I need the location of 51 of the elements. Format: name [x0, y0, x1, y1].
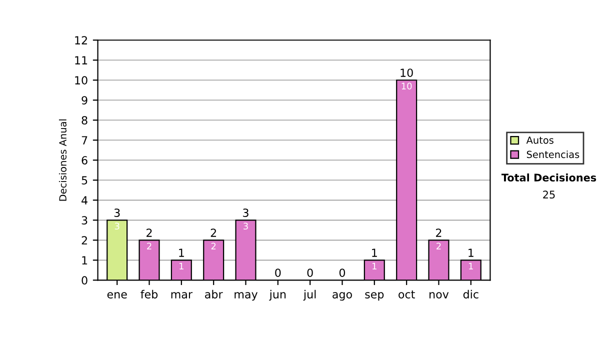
- x-tick-label: may: [234, 292, 258, 301]
- y-tick-label: 5: [82, 176, 88, 185]
- x-tick-label: sep: [365, 292, 384, 301]
- y-tick-label: 2: [82, 236, 87, 244]
- y-tick-label: 7: [82, 136, 88, 144]
- total-label: 2: [436, 228, 442, 237]
- x-tick-label: feb: [140, 290, 158, 298]
- x-tick-label: abr: [205, 290, 223, 298]
- data-label: 1: [469, 262, 473, 270]
- total-label: 1: [179, 248, 184, 257]
- total-label: 3: [114, 208, 120, 217]
- legend-label: Sentencias: [526, 150, 580, 158]
- y-tick-label: 4: [82, 196, 88, 204]
- legend-label: Autos: [526, 136, 554, 144]
- total-label: 0: [275, 268, 281, 278]
- y-tick-label: 3: [82, 216, 88, 225]
- data-label: 2: [211, 242, 216, 250]
- data-label: 2: [436, 242, 441, 250]
- y-tick-label: 10: [75, 76, 88, 85]
- data-label: 2: [147, 242, 152, 250]
- x-tick-label: oct: [398, 290, 415, 298]
- y-tick-label: 0: [82, 276, 88, 285]
- y-axis-title: Decisiones Anual: [58, 119, 66, 201]
- x-tick-label: dic: [463, 290, 478, 298]
- total-label: 2: [210, 228, 216, 237]
- y-tick-label: 9: [82, 96, 88, 105]
- y-tick-label: 1: [82, 256, 88, 264]
- x-tick-label: nov: [430, 292, 449, 298]
- total-label: 1: [372, 248, 377, 257]
- total-label: 2: [146, 228, 152, 237]
- data-label: 1: [372, 262, 376, 270]
- text: 25: [543, 190, 555, 199]
- total-label: 10: [400, 68, 413, 77]
- data-label: 10: [402, 82, 412, 90]
- x-tick-label: jun: [269, 290, 286, 301]
- x-tick-label: ago: [332, 292, 352, 301]
- text: Total Decisiones: [501, 173, 596, 182]
- y-tick-label: 6: [82, 156, 88, 165]
- y-tick-label: 8: [82, 116, 88, 125]
- data-label: 3: [114, 222, 120, 230]
- data-label: 1: [180, 262, 184, 270]
- y-tick-label: 11: [75, 56, 88, 64]
- total-label: 3: [243, 208, 248, 217]
- x-tick-label: jul: [303, 290, 316, 301]
- total-label: 1: [468, 248, 474, 257]
- total-label: 0: [307, 268, 313, 278]
- data-label: 3: [244, 222, 248, 230]
- x-tick-label: mar: [171, 292, 193, 298]
- total-label: 0: [339, 268, 346, 278]
- y-tick-label: 12: [75, 36, 87, 44]
- x-tick-label: ene: [107, 292, 127, 298]
